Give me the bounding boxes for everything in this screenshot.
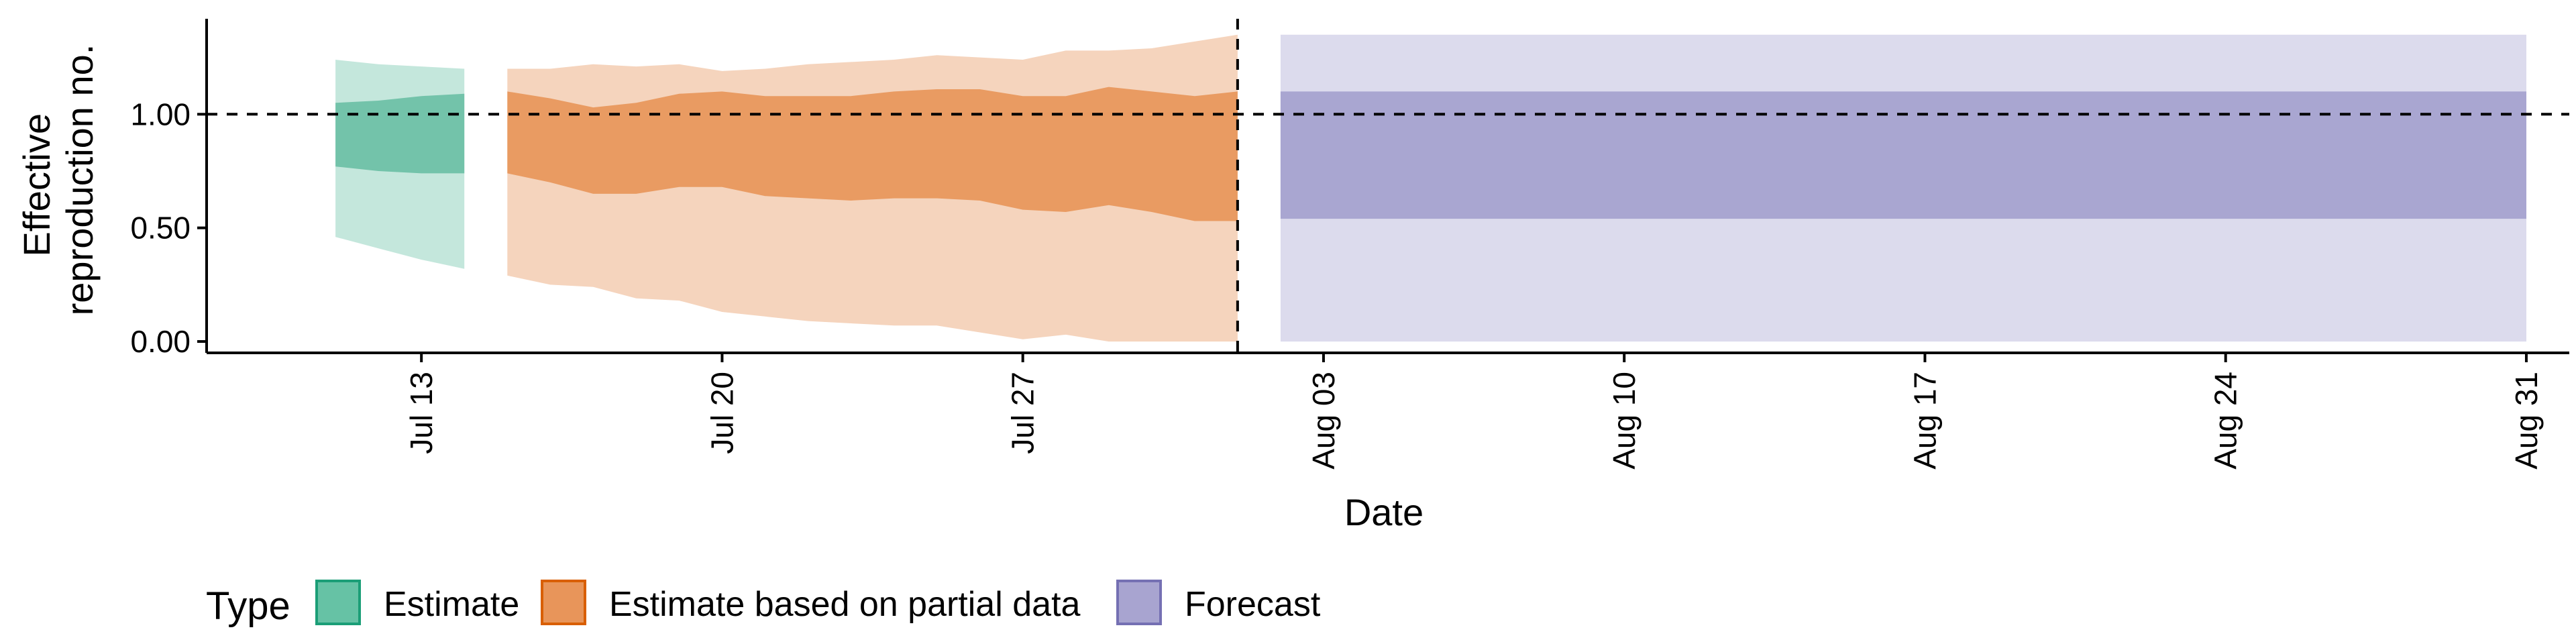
- x-tick-label: Aug 31: [2509, 372, 2544, 470]
- series-forecast: [1280, 34, 2526, 342]
- band-50-forecast: [1280, 91, 2526, 219]
- ribbon-layer: [335, 34, 2526, 342]
- axis-titles: Date Effective reproduction no.: [15, 44, 1424, 533]
- reference-lines: [207, 19, 2569, 353]
- legend: Type Estimate Estimate based on partial d…: [206, 580, 1321, 628]
- legend-title: Type: [206, 584, 290, 628]
- y-tick-label: 0.00: [130, 324, 191, 359]
- y-axis-title-line-1: Effective: [15, 113, 58, 257]
- x-tick-label: Aug 24: [2208, 372, 2243, 470]
- series-estimate: [335, 60, 465, 269]
- x-axis-title: Date: [1344, 491, 1424, 533]
- axes: 0.00 0.50 1.00 Jul 13 Jul 20 Jul 27 Aug 03 Aug …: [130, 19, 2569, 470]
- legend-key-estimate-based-on-partial-data: [541, 580, 586, 625]
- band-50-estimate-based-on-partial-data: [507, 87, 1238, 221]
- band-50-estimate: [335, 93, 465, 174]
- x-tick-label: Jul 27: [1006, 372, 1040, 454]
- x-tick-label: Aug 10: [1607, 372, 1642, 470]
- x-tick-label: Aug 17: [1907, 372, 1942, 470]
- legend-label-estimate-based-on-partial-data: Estimate based on partial data: [609, 585, 1081, 624]
- y-axis-title-line-2: reproduction no.: [58, 44, 101, 316]
- x-tick-label: Jul 13: [404, 372, 439, 454]
- legend-key-estimate: [315, 580, 361, 625]
- x-tick-label: Jul 20: [704, 372, 739, 454]
- series-estimate-based-on-partial-data: [507, 34, 1238, 342]
- legend-label-estimate: Estimate: [384, 585, 519, 624]
- x-tick-label: Aug 03: [1306, 372, 1341, 470]
- legend-label-forecast: Forecast: [1185, 585, 1321, 624]
- y-tick-label: 0.50: [130, 211, 191, 246]
- y-tick-label: 1.00: [130, 97, 191, 131]
- y-axis-title: Effective reproduction no.: [15, 44, 101, 316]
- legend-key-forecast: [1116, 580, 1162, 625]
